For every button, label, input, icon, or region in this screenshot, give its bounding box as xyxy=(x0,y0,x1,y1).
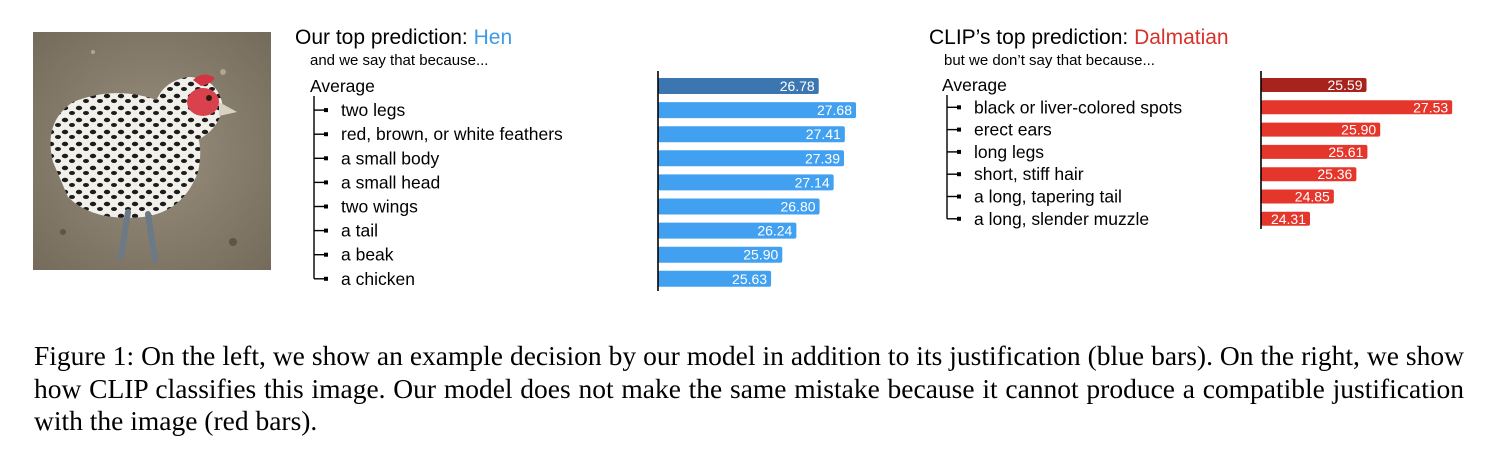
right-category-label: long legs xyxy=(974,142,1044,162)
right-bar xyxy=(1261,100,1453,115)
hen-photo xyxy=(33,32,271,270)
right-category-label: short, stiff hair xyxy=(974,164,1084,184)
right-bar xyxy=(1261,122,1381,137)
right-tree-node xyxy=(957,216,961,221)
left-panel-subtitle: and we say that because... xyxy=(310,52,489,69)
left-tree-node xyxy=(324,108,328,113)
left-panel-title: Our top prediction: Hen xyxy=(295,26,512,50)
left-tree-node xyxy=(324,228,328,233)
left-category-label: Average xyxy=(310,76,375,96)
right-panel-subtitle: but we don’t say that because... xyxy=(944,52,1155,69)
left-bar-value-label: 26.80 xyxy=(781,199,816,215)
right-bar xyxy=(1261,144,1368,159)
left-bar xyxy=(658,78,819,94)
left-bar-value-label: 26.78 xyxy=(780,78,815,94)
figure-caption: Figure 1: On the left, we show an exampl… xyxy=(34,340,1464,436)
left-tree-node xyxy=(324,156,328,161)
left-category-label: two legs xyxy=(341,100,405,120)
right-category-label: black or liver-colored spots xyxy=(974,97,1182,117)
left-bar xyxy=(658,150,845,167)
left-category-label: a small body xyxy=(341,148,439,168)
right-category-label: erect ears xyxy=(974,120,1052,140)
right-bar-value-label: 27.53 xyxy=(1413,99,1448,115)
right-title-prefix: CLIP’s top prediction: xyxy=(929,26,1135,49)
right-bar xyxy=(1261,167,1357,182)
left-tree-node xyxy=(324,204,328,209)
right-prediction-label: Dalmatian xyxy=(1134,26,1229,49)
right-panel-title: CLIP’s top prediction: Dalmatian xyxy=(929,26,1229,50)
left-bar xyxy=(658,198,820,215)
right-bar xyxy=(1261,189,1334,204)
right-bar-value-label: 25.61 xyxy=(1328,144,1363,160)
right-bar-value-label: 25.59 xyxy=(1327,77,1362,93)
right-category-label: Average xyxy=(942,75,1007,95)
right-bar-value-label: 24.85 xyxy=(1295,189,1330,205)
left-tree-node xyxy=(324,132,328,137)
left-prediction-label: Hen xyxy=(473,26,513,49)
right-tree-node xyxy=(957,172,961,177)
right-tree-node xyxy=(957,105,961,110)
left-bar-value-label: 25.63 xyxy=(732,271,767,287)
left-category-label: a chicken xyxy=(341,269,415,289)
right-bar xyxy=(1261,211,1311,226)
left-category-label: two wings xyxy=(341,197,418,217)
right-tree-node xyxy=(957,194,961,199)
left-category-label: red, brown, or white feathers xyxy=(341,124,563,144)
left-tree-node xyxy=(324,252,328,257)
left-category-label: a small head xyxy=(341,172,440,192)
left-bar xyxy=(658,174,834,191)
hen-illustration xyxy=(33,32,271,270)
right-tree-node xyxy=(957,149,961,154)
left-bar xyxy=(658,270,772,287)
left-bar xyxy=(658,222,797,239)
right-bar-value-label: 24.31 xyxy=(1271,211,1306,227)
left-bar xyxy=(658,102,857,119)
left-bar-value-label: 27.14 xyxy=(795,174,830,190)
left-bar xyxy=(658,126,845,143)
left-bar-value-label: 27.41 xyxy=(806,126,841,142)
left-category-label: a beak xyxy=(341,245,394,265)
left-title-prefix: Our top prediction: xyxy=(295,26,474,49)
left-bar-value-label: 27.68 xyxy=(817,102,852,118)
right-category-label: a long, slender muzzle xyxy=(974,209,1149,229)
left-bar xyxy=(658,246,783,263)
left-bar-value-label: 26.24 xyxy=(757,223,792,239)
left-tree-node xyxy=(324,276,328,281)
right-bar xyxy=(1261,78,1367,92)
left-category-label: a tail xyxy=(341,221,378,241)
left-tree-node xyxy=(324,180,328,185)
right-bar-value-label: 25.36 xyxy=(1317,166,1352,182)
right-category-label: a long, tapering tail xyxy=(974,187,1122,207)
left-bar-value-label: 25.90 xyxy=(743,247,778,263)
left-bar-value-label: 27.39 xyxy=(805,150,840,166)
right-bar-value-label: 25.90 xyxy=(1341,122,1376,138)
right-tree-node xyxy=(957,127,961,132)
